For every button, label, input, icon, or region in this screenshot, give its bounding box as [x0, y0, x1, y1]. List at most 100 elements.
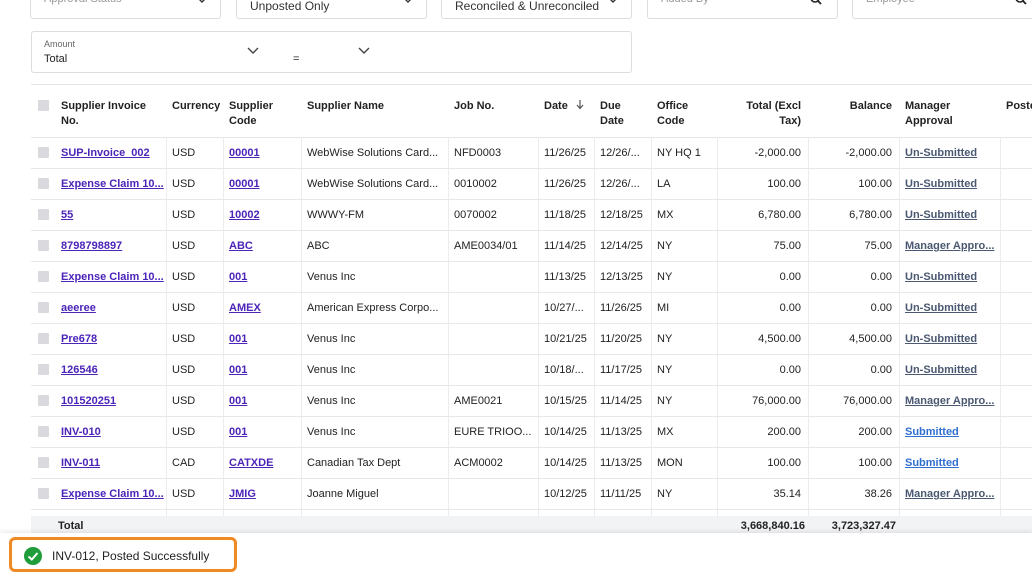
- filter-dropdown[interactable]: Added By: [647, 0, 838, 19]
- column-header[interactable]: Total (Excl Tax): [746, 100, 801, 127]
- column-header[interactable]: Posted: [1006, 100, 1032, 112]
- cell-link[interactable]: Manager Appro...: [905, 488, 995, 500]
- cell-link[interactable]: AMEX: [229, 302, 261, 314]
- column-header[interactable]: Balance: [849, 100, 892, 112]
- cell-link[interactable]: ABC: [229, 240, 253, 252]
- cell-link[interactable]: JMIG: [229, 488, 256, 500]
- cell-link[interactable]: INV-010: [61, 426, 101, 438]
- cell-text: 10/15/25: [544, 395, 587, 407]
- cell-link[interactable]: Un-Submitted: [905, 209, 978, 221]
- cell-text: 0010002: [454, 178, 497, 190]
- cell-text: AME0021: [454, 395, 503, 407]
- row-checkbox[interactable]: [38, 178, 49, 189]
- cell-link[interactable]: Expense Claim 10...: [61, 271, 164, 283]
- filter-dropdown[interactable]: Approval Status: [30, 0, 221, 19]
- row-checkbox[interactable]: [38, 147, 49, 158]
- filter-value: Reconciled & Unreconciled: [455, 0, 600, 13]
- cell-link[interactable]: 8798798897: [61, 240, 123, 252]
- row-divider: [31, 199, 1032, 200]
- cell-text: WebWise Solutions Card...: [307, 147, 439, 159]
- cell-text: 75.00: [773, 240, 801, 252]
- cell-text: Canadian Tax Dept: [307, 457, 401, 469]
- column-divider: [223, 137, 224, 517]
- cell-link[interactable]: 001: [229, 333, 248, 345]
- cell-link[interactable]: Manager Appro...: [905, 240, 995, 252]
- status-bar: INV-012, Posted Successfully: [0, 533, 1032, 577]
- filter-dropdown[interactable]: Reconciled & Unreconciled: [441, 0, 632, 19]
- row-checkbox[interactable]: [38, 271, 49, 282]
- cell-text: 11/13/25: [600, 426, 643, 438]
- filter-dropdown[interactable]: Unposted Only: [236, 0, 427, 19]
- row-checkbox[interactable]: [38, 395, 49, 406]
- select-all-checkbox[interactable]: [38, 100, 49, 111]
- cell-text: CAD: [172, 457, 196, 469]
- cell-link[interactable]: 126546: [61, 364, 98, 376]
- cell-text: Venus Inc: [307, 333, 356, 345]
- row-checkbox[interactable]: [38, 302, 49, 313]
- cell-text: NY: [657, 488, 673, 500]
- cell-link[interactable]: 101520251: [61, 395, 117, 407]
- row-checkbox[interactable]: [38, 488, 49, 499]
- cell-link[interactable]: INV-011: [61, 457, 101, 469]
- cell-link[interactable]: 001: [229, 426, 248, 438]
- cell-text: 0.00: [779, 302, 801, 314]
- column-header[interactable]: Due Date: [600, 100, 624, 127]
- amount-filter[interactable]: Amount Total =: [31, 31, 632, 73]
- totals-value: 3,668,840.16: [740, 520, 805, 532]
- cell-link[interactable]: Expense Claim 10...: [61, 488, 164, 500]
- cell-text: 100.00: [767, 178, 801, 190]
- cell-text: USD: [172, 147, 196, 159]
- cell-link[interactable]: 10002: [229, 209, 260, 221]
- row-checkbox[interactable]: [38, 240, 49, 251]
- cell-link[interactable]: 00001: [229, 147, 260, 159]
- cell-link[interactable]: Un-Submitted: [905, 178, 978, 190]
- cell-text: 10/14/25: [544, 426, 587, 438]
- cell-link[interactable]: Pre678: [61, 333, 98, 345]
- row-checkbox[interactable]: [38, 209, 49, 220]
- cell-link[interactable]: SUP-Invoice_002: [61, 147, 150, 159]
- cell-link[interactable]: Un-Submitted: [905, 302, 978, 314]
- row-checkbox[interactable]: [38, 457, 49, 468]
- column-header[interactable]: Supplier Name: [307, 100, 385, 112]
- totals-label: Total: [58, 520, 84, 532]
- cell-link[interactable]: Submitted: [905, 426, 959, 438]
- column-header[interactable]: Manager Approval: [905, 100, 953, 127]
- cell-link[interactable]: Un-Submitted: [905, 333, 978, 345]
- row-checkbox[interactable]: [38, 364, 49, 375]
- cell-link[interactable]: 55: [61, 209, 74, 221]
- cell-link[interactable]: Un-Submitted: [905, 364, 978, 376]
- sort-arrow: [576, 100, 584, 110]
- cell-link[interactable]: 001: [229, 271, 248, 283]
- cell-link[interactable]: Un-Submitted: [905, 271, 978, 283]
- cell-link[interactable]: 00001: [229, 178, 260, 190]
- column-divider: [594, 137, 595, 517]
- cell-text: USD: [172, 364, 196, 376]
- cell-text: 12/14/25: [600, 240, 643, 252]
- cell-link[interactable]: Un-Submitted: [905, 147, 978, 159]
- cell-link[interactable]: Expense Claim 10...: [61, 178, 164, 190]
- column-header[interactable]: Currency: [172, 100, 221, 112]
- column-header[interactable]: Job No.: [454, 100, 495, 112]
- cell-link[interactable]: 001: [229, 395, 248, 407]
- column-header[interactable]: Supplier Code: [229, 100, 274, 127]
- cell-link[interactable]: 001: [229, 364, 248, 376]
- column-header[interactable]: Date: [544, 100, 568, 112]
- cell-link[interactable]: Submitted: [905, 457, 959, 469]
- column-header[interactable]: Supplier Invoice No.: [61, 100, 146, 127]
- row-checkbox[interactable]: [38, 333, 49, 344]
- cell-text: 200.00: [858, 426, 892, 438]
- column-header[interactable]: Office Code: [657, 100, 689, 127]
- cell-text: 11/13/25: [600, 457, 643, 469]
- cell-text: 12/26/...: [600, 147, 640, 159]
- filter-placeholder: Employee: [866, 0, 915, 5]
- row-checkbox[interactable]: [38, 426, 49, 437]
- filter-dropdown[interactable]: Employee: [852, 0, 1032, 19]
- cell-link[interactable]: CATXDE: [229, 457, 274, 469]
- cell-text: Venus Inc: [307, 426, 356, 438]
- cell-text: -2,000.00: [845, 147, 892, 159]
- cell-text: 11/26/25: [544, 178, 587, 190]
- cell-link[interactable]: Manager Appro...: [905, 395, 995, 407]
- cell-text: NFD0003: [454, 147, 502, 159]
- column-divider: [899, 137, 900, 517]
- cell-link[interactable]: aeeree: [61, 302, 96, 314]
